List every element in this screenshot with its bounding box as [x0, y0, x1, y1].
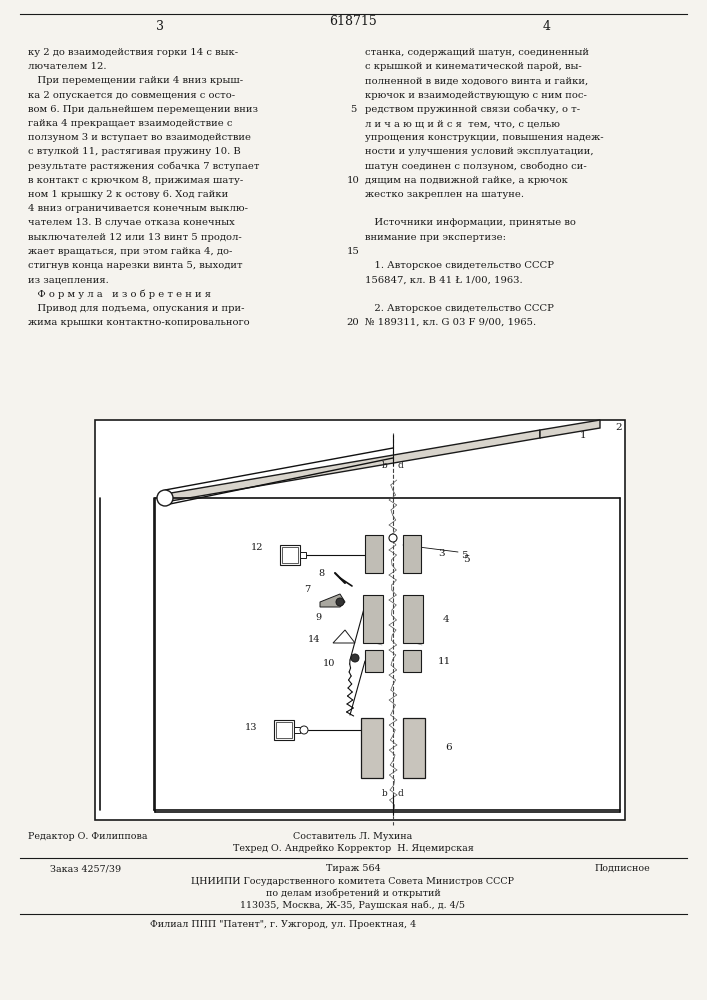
Text: лючателем 12.: лючателем 12. [28, 62, 107, 71]
Text: редством пружинной связи собачку, о т-: редством пружинной связи собачку, о т- [365, 105, 580, 114]
Circle shape [300, 726, 308, 734]
Circle shape [351, 654, 359, 662]
Text: упрощения конструкции, повышения надеж-: упрощения конструкции, повышения надеж- [365, 133, 604, 142]
Text: 618715: 618715 [329, 15, 377, 28]
Text: 5: 5 [350, 105, 356, 114]
Text: 11: 11 [438, 656, 451, 666]
Text: № 189311, кл. G 03 F 9/00, 1965.: № 189311, кл. G 03 F 9/00, 1965. [365, 318, 536, 327]
Text: жает вращаться, при этом гайка 4, до-: жает вращаться, при этом гайка 4, до- [28, 247, 233, 256]
Text: ка 2 опускается до совмещения с осто-: ка 2 опускается до совмещения с осто- [28, 91, 235, 100]
Text: ности и улучшения условий эксплуатации,: ности и улучшения условий эксплуатации, [365, 147, 594, 156]
Text: чателем 13. В случае отказа конечных: чателем 13. В случае отказа конечных [28, 218, 235, 227]
Bar [403, 718, 425, 778]
Text: крючок и взаимодействующую с ним пос-: крючок и взаимодействующую с ним пос- [365, 91, 587, 100]
Text: b: b [382, 788, 388, 798]
Text: в контакт с крючком 8, прижимая шату-: в контакт с крючком 8, прижимая шату- [28, 176, 243, 185]
Text: дящим на подвижной гайке, а крючок: дящим на подвижной гайке, а крючок [365, 176, 568, 185]
Circle shape [157, 490, 173, 506]
Text: внимание при экспертизе:: внимание при экспертизе: [365, 233, 506, 242]
Text: 113035, Москва, Ж-35, Раушская наб., д. 4/5: 113035, Москва, Ж-35, Раушская наб., д. … [240, 901, 465, 910]
Text: Заказ 4257/39: Заказ 4257/39 [50, 864, 121, 873]
Text: 13: 13 [245, 724, 257, 732]
Text: 5: 5 [461, 550, 467, 560]
Text: жестко закреплен на шатуне.: жестко закреплен на шатуне. [365, 190, 524, 199]
Text: 4 вниз ограничивается конечным выклю-: 4 вниз ограничивается конечным выклю- [28, 204, 248, 213]
Text: жима крышки контактно-копировального: жима крышки контактно-копировального [28, 318, 250, 327]
Text: Техред О. Андрейко Корректор  Н. Яцемирская: Техред О. Андрейко Корректор Н. Яцемирск… [233, 844, 474, 853]
Text: 3: 3 [156, 20, 164, 33]
Bar [363, 595, 383, 643]
Text: 4: 4 [543, 20, 551, 33]
Polygon shape [165, 430, 540, 502]
Text: 2. Авторское свидетельство СССР: 2. Авторское свидетельство СССР [365, 304, 554, 313]
Bar [403, 535, 421, 573]
Bar [282, 547, 298, 563]
Text: 10: 10 [322, 658, 335, 668]
Bar [365, 650, 383, 672]
Text: Ф о р м у л а   и з о б р е т е н и я: Ф о р м у л а и з о б р е т е н и я [28, 289, 211, 299]
Text: Редактор О. Филиппова: Редактор О. Филиппова [28, 832, 148, 841]
Text: 1: 1 [580, 430, 587, 440]
Text: 1. Авторское свидетельство СССР: 1. Авторское свидетельство СССР [365, 261, 554, 270]
Text: полненной в виде ходового винта и гайки,: полненной в виде ходового винта и гайки, [365, 76, 588, 85]
Text: л и ч а ю щ и й с я  тем, что, с целью: л и ч а ю щ и й с я тем, что, с целью [365, 119, 560, 128]
Text: с втулкой 11, растягивая пружину 10. В: с втулкой 11, растягивая пружину 10. В [28, 147, 241, 156]
Text: b: b [382, 462, 388, 471]
Text: Привод для подъема, опускания и при-: Привод для подъема, опускания и при- [28, 304, 245, 313]
Text: 6: 6 [445, 744, 452, 752]
Bar [95, 420, 625, 820]
Text: 5: 5 [463, 556, 469, 564]
Text: гайка 4 прекращает взаимодействие с: гайка 4 прекращает взаимодействие с [28, 119, 233, 128]
Text: выключателей 12 или 13 винт 5 продол-: выключателей 12 или 13 винт 5 продол- [28, 233, 242, 242]
Text: 3: 3 [438, 550, 445, 558]
Bar [361, 718, 383, 778]
Bar [294, 727, 300, 733]
Text: Составитель Л. Мухина: Составитель Л. Мухина [293, 832, 413, 841]
Circle shape [389, 534, 397, 542]
Text: станка, содержащий шатун, соединенный: станка, содержащий шатун, соединенный [365, 48, 589, 57]
Circle shape [336, 598, 344, 606]
Text: При перемещении гайки 4 вниз крыш-: При перемещении гайки 4 вниз крыш- [28, 76, 243, 85]
Text: Подписное: Подписное [595, 864, 650, 873]
Text: Тираж 564: Тираж 564 [326, 864, 380, 873]
Bar [274, 720, 294, 740]
Polygon shape [320, 594, 345, 607]
Text: 9: 9 [316, 612, 322, 621]
Text: 7: 7 [304, 585, 310, 594]
Bar [300, 552, 306, 558]
Bar [276, 722, 292, 738]
Text: d: d [398, 788, 404, 798]
Text: 8: 8 [319, 568, 325, 578]
Text: с крышкой и кинематической парой, вы-: с крышкой и кинематической парой, вы- [365, 62, 582, 71]
Text: d: d [398, 462, 404, 471]
Text: ЦНИИПИ Государственного комитета Совета Министров СССР: ЦНИИПИ Государственного комитета Совета … [192, 877, 515, 886]
Text: 12: 12 [250, 542, 263, 552]
Text: вом 6. При дальнейшем перемещении вниз: вом 6. При дальнейшем перемещении вниз [28, 105, 258, 114]
Text: стигнув конца нарезки винта 5, выходит: стигнув конца нарезки винта 5, выходит [28, 261, 243, 270]
Text: ном 1 крышку 2 к остову 6. Ход гайки: ном 1 крышку 2 к остову 6. Ход гайки [28, 190, 228, 199]
Text: 156847, кл. В 41 Ł 1/00, 1963.: 156847, кл. В 41 Ł 1/00, 1963. [365, 275, 522, 284]
Bar [403, 650, 421, 672]
Text: шатун соединен с ползуном, свободно си-: шатун соединен с ползуном, свободно си- [365, 162, 587, 171]
Text: 4: 4 [443, 614, 450, 624]
Text: 2: 2 [615, 424, 621, 432]
Text: результате растяжения собачка 7 вступает: результате растяжения собачка 7 вступает [28, 162, 259, 171]
Bar [280, 545, 300, 565]
Text: 10: 10 [346, 176, 359, 185]
Text: Филиал ППП "Патент", г. Ужгород, ул. Проектная, 4: Филиал ППП "Патент", г. Ужгород, ул. Про… [150, 920, 416, 929]
Text: Источники информации, принятые во: Источники информации, принятые во [365, 218, 576, 227]
Text: 14: 14 [308, 635, 320, 644]
Text: по делам изобретений и открытий: по делам изобретений и открытий [266, 889, 440, 898]
Text: из зацепления.: из зацепления. [28, 275, 109, 284]
Text: ползуном 3 и вступает во взаимодействие: ползуном 3 и вступает во взаимодействие [28, 133, 251, 142]
Text: 20: 20 [346, 318, 359, 327]
Bar [365, 535, 383, 573]
Text: ку 2 до взаимодействия горки 14 с вык-: ку 2 до взаимодействия горки 14 с вык- [28, 48, 238, 57]
Text: 15: 15 [346, 247, 359, 256]
Bar [403, 595, 423, 643]
Polygon shape [540, 420, 600, 438]
Polygon shape [333, 630, 355, 643]
